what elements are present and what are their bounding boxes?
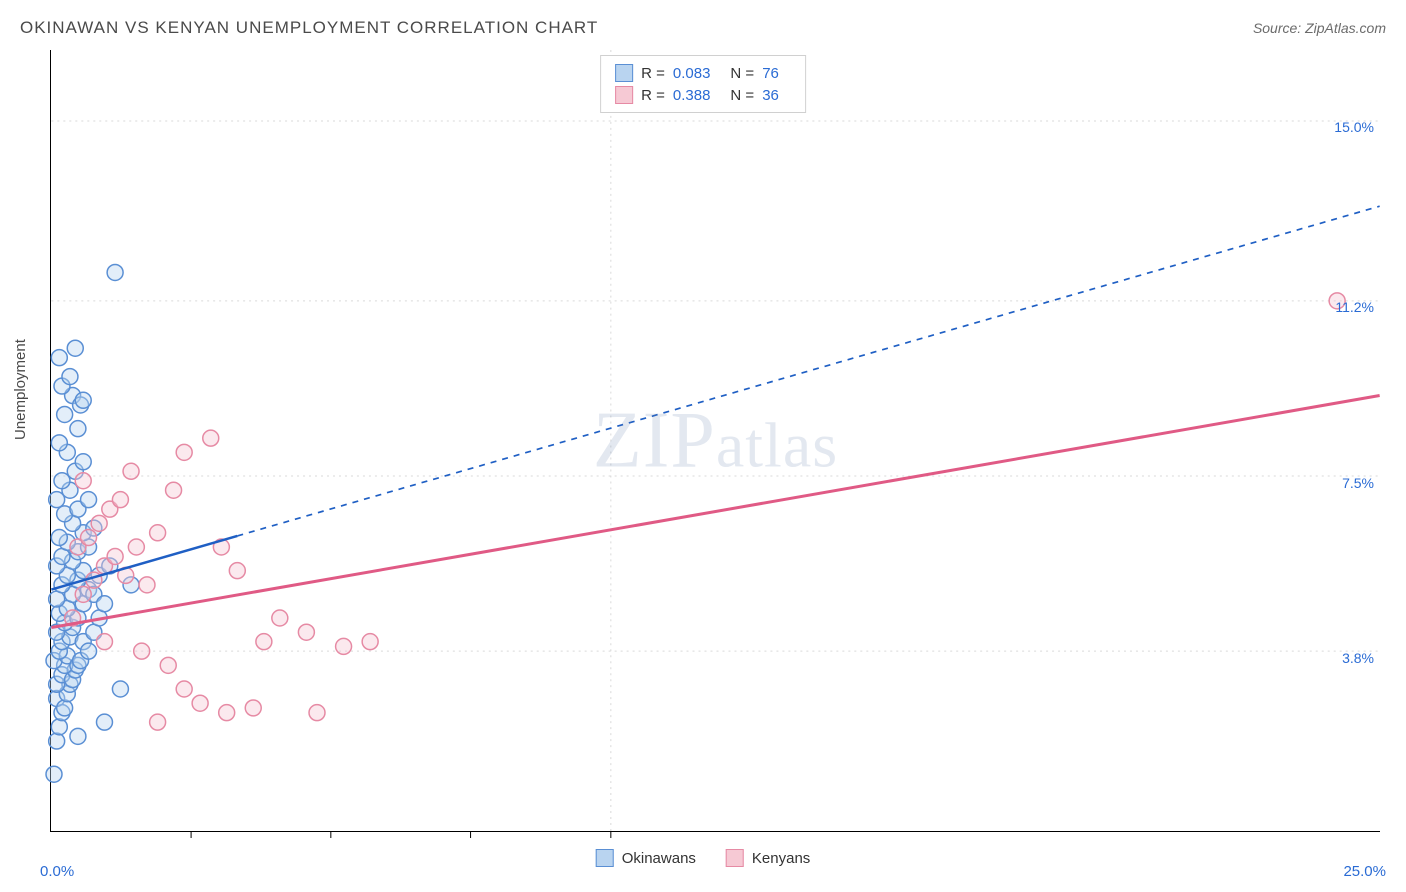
series-swatch xyxy=(596,849,614,867)
x-axis-min-label: 0.0% xyxy=(40,863,74,880)
scatter-plot: ZIPatlas 3.8%7.5%11.2%15.0% xyxy=(50,50,1380,832)
series-legend-label: Kenyans xyxy=(752,850,810,867)
n-value: 36 xyxy=(762,87,779,104)
r-label: R = xyxy=(641,87,665,104)
n-label: N = xyxy=(730,65,754,82)
r-value: 0.083 xyxy=(673,65,711,82)
series-swatch xyxy=(615,86,633,104)
series-legend-label: Okinawans xyxy=(622,850,696,867)
stats-legend-row: R = 0.388 N = 36 xyxy=(615,84,791,106)
chart-svg xyxy=(51,50,1380,831)
series-swatch xyxy=(615,64,633,82)
r-label: R = xyxy=(641,65,665,82)
series-legend-item: Kenyans xyxy=(726,849,810,867)
n-label: N = xyxy=(730,87,754,104)
series-swatch xyxy=(726,849,744,867)
statistics-legend: R = 0.083 N = 76 R = 0.388 N = 36 xyxy=(600,55,806,113)
y-axis-label: Unemployment xyxy=(12,339,29,440)
y-gridline-label: 3.8% xyxy=(1342,650,1374,666)
series-legend: Okinawans Kenyans xyxy=(596,849,811,867)
y-gridline-label: 15.0% xyxy=(1334,119,1374,135)
r-value: 0.388 xyxy=(673,87,711,104)
y-gridline-label: 7.5% xyxy=(1342,475,1374,491)
n-value: 76 xyxy=(762,65,779,82)
stats-legend-row: R = 0.083 N = 76 xyxy=(615,62,791,84)
x-axis-max-label: 25.0% xyxy=(1343,863,1386,880)
chart-title: OKINAWAN VS KENYAN UNEMPLOYMENT CORRELAT… xyxy=(20,18,598,38)
series-legend-item: Okinawans xyxy=(596,849,696,867)
y-gridline-label: 11.2% xyxy=(1335,299,1374,315)
source-attribution: Source: ZipAtlas.com xyxy=(1253,20,1386,36)
